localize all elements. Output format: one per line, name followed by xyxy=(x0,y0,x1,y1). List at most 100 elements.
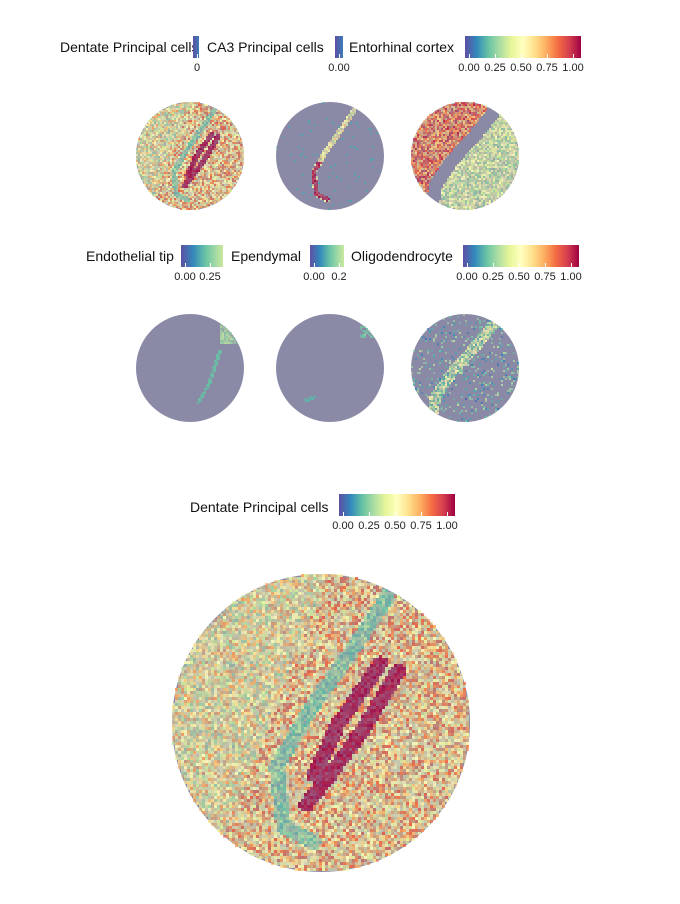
spot xyxy=(220,114,222,116)
spot xyxy=(431,150,433,152)
spot xyxy=(479,322,481,324)
spot xyxy=(234,126,236,128)
spot xyxy=(455,172,457,174)
spot xyxy=(180,164,182,166)
spot xyxy=(182,186,184,188)
spot xyxy=(200,198,202,200)
spot xyxy=(314,166,316,168)
spot xyxy=(198,186,200,188)
spot xyxy=(475,114,477,116)
tick-mark xyxy=(495,54,496,58)
spot xyxy=(222,156,224,158)
spot xyxy=(140,164,142,166)
spot xyxy=(184,174,186,176)
spot xyxy=(182,102,184,104)
spot xyxy=(186,192,188,194)
spot xyxy=(180,196,182,198)
spot xyxy=(487,154,489,156)
spot xyxy=(316,162,318,164)
spot xyxy=(336,176,338,178)
spot xyxy=(485,110,487,112)
spot xyxy=(511,152,513,154)
spot xyxy=(190,194,192,196)
spot xyxy=(138,138,140,140)
spot xyxy=(340,132,342,134)
spot xyxy=(150,190,152,192)
spot xyxy=(224,188,226,190)
spot xyxy=(511,132,513,134)
spot xyxy=(164,124,166,126)
spot xyxy=(471,194,473,196)
spot xyxy=(148,174,150,176)
spot xyxy=(158,150,160,152)
spot xyxy=(212,130,214,132)
spot xyxy=(459,130,461,132)
spot xyxy=(507,162,509,164)
spot xyxy=(224,156,226,158)
spot xyxy=(411,164,413,166)
spot xyxy=(218,126,220,128)
spot xyxy=(453,346,455,348)
spot xyxy=(451,206,453,208)
spot xyxy=(158,188,160,190)
spot xyxy=(178,172,180,174)
spot xyxy=(216,138,218,140)
spot xyxy=(144,144,146,146)
spot xyxy=(180,118,182,120)
spot xyxy=(170,164,172,166)
spot xyxy=(413,154,415,156)
spot xyxy=(228,186,230,188)
spot xyxy=(178,206,180,208)
spot xyxy=(172,166,174,168)
spot xyxy=(166,150,168,152)
spot xyxy=(210,200,212,202)
spot xyxy=(216,198,218,200)
spot xyxy=(158,144,160,146)
spot xyxy=(435,142,437,144)
spot xyxy=(184,184,186,186)
spot xyxy=(170,150,172,152)
spot xyxy=(222,122,224,124)
spot xyxy=(459,358,461,360)
spot xyxy=(208,178,210,180)
spot xyxy=(192,182,194,184)
spot xyxy=(214,142,216,144)
spot xyxy=(180,202,182,204)
spot xyxy=(178,126,180,128)
spot xyxy=(316,154,318,156)
spot xyxy=(172,142,174,144)
spot xyxy=(487,336,489,338)
spot xyxy=(429,338,431,340)
spot xyxy=(485,202,487,204)
spot xyxy=(178,150,180,152)
spot xyxy=(517,154,519,156)
spot xyxy=(196,178,198,180)
spot xyxy=(487,158,489,160)
spot xyxy=(487,144,489,146)
spot xyxy=(469,158,471,160)
spot xyxy=(463,194,465,196)
spot xyxy=(226,174,228,176)
spot xyxy=(348,120,350,122)
spot xyxy=(499,196,501,198)
spot xyxy=(431,160,433,162)
spot xyxy=(423,184,425,186)
spot xyxy=(350,116,352,118)
spot xyxy=(465,102,467,104)
spot xyxy=(469,352,471,354)
spot xyxy=(503,134,505,136)
spot xyxy=(493,200,495,202)
spot xyxy=(505,128,507,130)
spot xyxy=(194,134,196,136)
spot xyxy=(316,176,318,178)
spot xyxy=(180,208,182,210)
spot xyxy=(459,186,461,188)
spot xyxy=(485,166,487,168)
spot xyxy=(509,174,511,176)
spot xyxy=(447,188,449,190)
spot xyxy=(204,154,206,156)
spot xyxy=(467,208,469,210)
spot xyxy=(172,148,174,150)
spot xyxy=(495,142,497,144)
spot xyxy=(218,174,220,176)
